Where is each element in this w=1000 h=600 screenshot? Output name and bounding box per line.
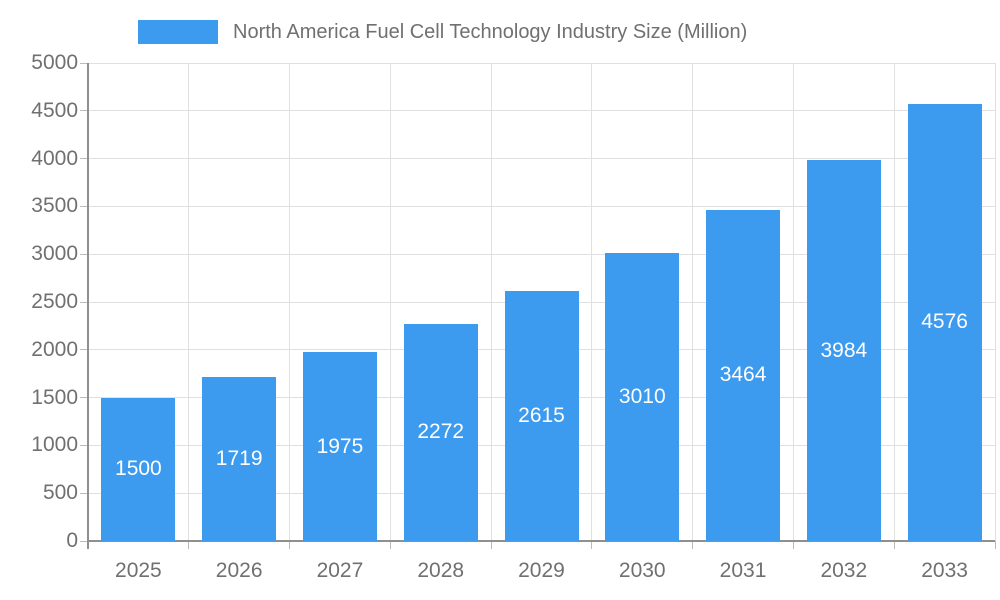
bar-value-label: 1500 [115, 457, 162, 481]
v-gridline [188, 63, 190, 541]
y-axis-tick [80, 253, 88, 255]
legend-swatch-icon [138, 20, 218, 44]
y-axis-line [87, 63, 89, 549]
bar-value-label: 1719 [215, 446, 263, 470]
bar[interactable]: 2615 [504, 291, 579, 541]
v-gridline [591, 63, 593, 541]
plot-area: 0 500 1000 1500 2000 2500 3000 3500 4000 4500 5000… [31, 52, 996, 582]
y-axis-tick [80, 397, 88, 399]
legend-label: North America Fuel Cell Technology Indus… [233, 21, 748, 43]
y-axis-label: 500 [42, 481, 78, 505]
y-axis-tick [80, 205, 88, 207]
x-axis-label: 2027 [316, 559, 364, 582]
bar-value-label: 2272 [417, 420, 465, 444]
h-gridline [88, 158, 995, 160]
y-axis-label: 5000 [31, 51, 78, 74]
y-axis-tick [80, 349, 88, 351]
x-axis-tick [692, 541, 694, 549]
x-axis-tick [792, 541, 794, 549]
y-axis-tick [80, 62, 88, 64]
bar-value-label: 3984 [820, 338, 868, 362]
x-axis-label: 2033 [921, 559, 968, 582]
bar-value-label: 4576 [921, 310, 968, 334]
x-axis-label: 2026 [215, 559, 263, 582]
y-axis-tick [80, 158, 88, 160]
x-axis-line [87, 540, 995, 542]
v-gridline [692, 63, 694, 541]
bar[interactable]: 4576 [907, 103, 982, 541]
bar[interactable]: 2272 [403, 323, 478, 541]
x-axis-tick [893, 541, 895, 549]
v-gridline [994, 63, 996, 541]
y-axis-label: 0 [66, 529, 78, 552]
x-axis-tick [188, 541, 190, 549]
y-axis-tick [80, 540, 88, 542]
y-axis-label: 2500 [31, 290, 78, 313]
v-gridline [893, 63, 895, 541]
bar-value-label: 1975 [316, 434, 364, 458]
bar[interactable]: 1975 [302, 352, 377, 541]
x-axis-label: 2025 [115, 559, 162, 582]
v-gridline [490, 63, 492, 541]
x-axis-label: 2030 [618, 559, 666, 582]
x-axis-label: 2032 [820, 559, 868, 582]
x-axis-label: 2029 [518, 559, 565, 582]
bar[interactable]: 1719 [202, 376, 277, 541]
y-axis-tick [80, 492, 88, 494]
y-axis-tick [80, 301, 88, 303]
bar[interactable]: 3464 [706, 209, 781, 541]
chart-legend[interactable]: North America Fuel Cell Technology Indus… [138, 20, 747, 44]
x-axis-tick [994, 541, 996, 549]
bar[interactable]: 3984 [806, 160, 881, 541]
v-gridline [792, 63, 794, 541]
bar[interactable]: 3010 [605, 253, 680, 541]
bar-value-label: 3464 [719, 363, 767, 387]
x-axis-tick [490, 541, 492, 549]
y-axis-label: 4500 [31, 98, 78, 122]
x-axis-tick [591, 541, 593, 549]
y-axis-label: 1500 [31, 385, 78, 409]
v-gridline [389, 63, 391, 541]
v-gridline [289, 63, 291, 541]
y-axis-label: 1000 [31, 433, 78, 457]
y-axis-label: 3500 [31, 194, 78, 218]
y-axis-tick [80, 444, 88, 446]
bar[interactable]: 1500 [101, 397, 176, 541]
h-gridline [88, 62, 995, 64]
h-gridline [88, 110, 995, 112]
x-axis-label: 2028 [417, 559, 465, 582]
h-gridline [88, 253, 995, 255]
y-axis-label: 4000 [31, 146, 78, 170]
bar-value-label: 3010 [618, 385, 666, 409]
x-axis-label: 2031 [719, 559, 767, 582]
bar-value-label: 2615 [518, 403, 565, 427]
y-axis-label: 2000 [31, 337, 78, 361]
y-axis-label: 3000 [31, 242, 78, 266]
h-gridline [88, 205, 995, 207]
y-axis-tick [80, 110, 88, 112]
x-axis-tick [389, 541, 391, 549]
x-axis-tick [289, 541, 291, 549]
